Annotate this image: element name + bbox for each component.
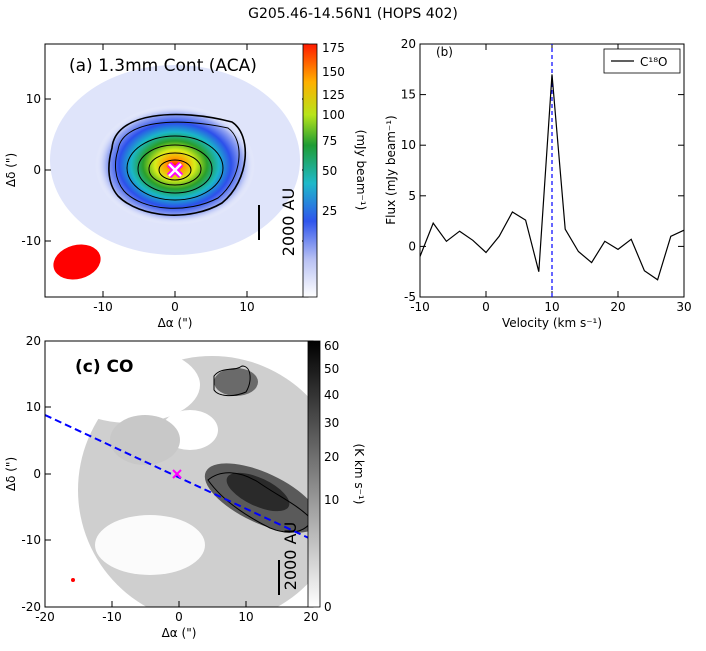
panel-a: (a) 1.3mm Cont (ACA) 2000 AU -10 0 10 10…: [4, 41, 368, 330]
beam-dot: [71, 578, 75, 582]
source-marker-icon: [172, 469, 182, 479]
source-marker-icon: [166, 161, 184, 179]
c-cbar-tick: 60: [324, 339, 339, 353]
panel-c-label: (c) CO: [75, 357, 133, 377]
b-ytick-label: 5: [408, 189, 416, 203]
b-xtick-label: 30: [676, 300, 691, 314]
co-gap-lower: [95, 515, 205, 575]
co-contour-top: [213, 365, 251, 397]
scalebar-a-label: 2000 AU: [279, 188, 298, 256]
c-xtick: -20: [35, 610, 55, 624]
c-xlabel: Δα ("): [162, 626, 197, 640]
a-cbar-tick: 125: [322, 88, 345, 102]
legend-label: C¹⁸O: [640, 55, 667, 69]
a-ytick-2: -10: [21, 234, 41, 248]
b-ytick-label: -5: [404, 290, 416, 304]
a-xlabel: Δα ("): [158, 316, 193, 330]
a-xtick-1: 0: [171, 300, 179, 314]
contour-3: [126, 135, 224, 201]
scalebar-c-label: 2000 AU: [281, 522, 300, 590]
b-ytick-label: 15: [401, 88, 416, 102]
b-ytick-label: 10: [401, 138, 416, 152]
c-ytick: 20: [26, 334, 41, 348]
c-cbar-tick: 20: [324, 450, 339, 464]
c-ytick: 0: [33, 467, 41, 481]
b-xtick-label: 10: [544, 300, 559, 314]
b-ytick-label: 0: [408, 239, 416, 253]
a-ytick-0: 10: [26, 92, 41, 106]
continuum-emission: [95, 105, 255, 225]
panel-c: (c) CO 2000 AU -20 -10 0 10 20 20 10 0 -…: [4, 334, 366, 640]
a-xtick-2: 10: [239, 300, 254, 314]
c-xtick: 0: [175, 610, 183, 624]
colorbar-a: [302, 43, 318, 298]
panel-a-label: (a) 1.3mm Cont (ACA): [69, 56, 257, 76]
spectrum-marks: -10 0 10 20 30 -5 0 5 10 15 20: [401, 37, 692, 314]
b-xtick-label: -10: [410, 300, 430, 314]
c-ytick: 10: [26, 400, 41, 414]
b-ylabel: Flux (mJy beam⁻¹): [384, 115, 398, 224]
outflow-axis: [45, 414, 313, 541]
a-cbar-tick: 100: [322, 108, 345, 122]
colorbar-c-ticks: 60 50 40 30 20 10 0: [324, 339, 339, 614]
b-xtick-label: 20: [610, 300, 625, 314]
c-cbar-label: (K km s⁻¹): [352, 444, 366, 505]
panel-b: -10 0 10 20 30 -5 0 5 10 15 20 (b) C¹⁸O Velocity (…: [384, 37, 692, 330]
a-cbar-tick: 50: [322, 164, 337, 178]
ticks-c: [44, 340, 314, 608]
c-ytick: -20: [21, 600, 41, 614]
co-top-clump: [214, 368, 258, 396]
a-ylabel: Δδ ("): [4, 153, 18, 187]
b-title: (b): [436, 45, 453, 59]
a-xtick-0: -10: [93, 300, 113, 314]
a-cbar-label: (mJy beam⁻¹): [354, 130, 368, 211]
c-cbar-tick: 40: [324, 388, 339, 402]
contour-6: [158, 159, 192, 181]
co-band-core: [226, 472, 290, 512]
b-xtick-label: 0: [482, 300, 490, 314]
c-cbar-tick: 50: [324, 362, 339, 376]
co-patch-mid: [110, 415, 180, 465]
colorbar-c: [307, 340, 321, 608]
colorbar-a-ticks: 175 150 125 100 75 50 25: [322, 41, 345, 218]
contour-1: [108, 113, 247, 216]
b-ytick-label: 20: [401, 37, 416, 51]
c-ylabel: Δδ ("): [4, 457, 18, 491]
beam-ellipse: [53, 244, 101, 280]
figure-title: G205.46-14.56N1 (HOPS 402): [248, 6, 458, 22]
c-xtick: 10: [238, 610, 253, 624]
a-cbar-tick: 75: [322, 134, 337, 148]
co-gap-left: [60, 347, 200, 423]
c-cbar-tick: 0: [324, 600, 332, 614]
b-xlabel: Velocity (km s⁻¹): [502, 316, 602, 330]
contour-2: [115, 121, 240, 209]
contour-4: [137, 144, 213, 194]
spectrum-line: [419, 74, 685, 281]
c-cbar-tick: 30: [324, 416, 339, 430]
a-cbar-tick: 175: [322, 41, 345, 55]
legend: C¹⁸O: [603, 48, 681, 74]
a-ytick-1: 0: [33, 163, 41, 177]
c-cbar-tick: 10: [324, 493, 339, 507]
contour-5: [148, 152, 202, 186]
c-xtick: -10: [102, 610, 122, 624]
a-cbar-tick: 25: [322, 204, 337, 218]
a-cbar-tick: 150: [322, 65, 345, 79]
c-xtick: 20: [303, 610, 318, 624]
c-ytick: -10: [21, 533, 41, 547]
